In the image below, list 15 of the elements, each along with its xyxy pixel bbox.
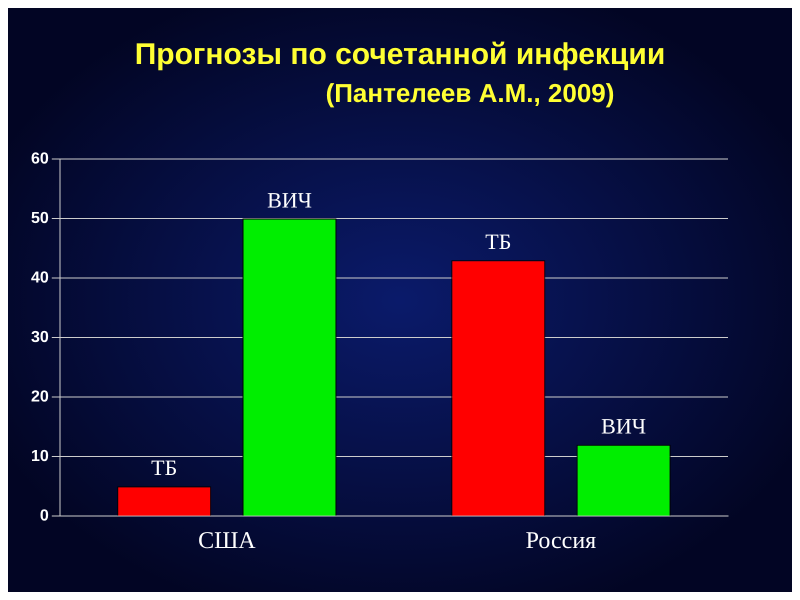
x-tick-label: США (198, 528, 256, 554)
text: ТБ (151, 455, 178, 480)
y-tick-label: 40 (31, 269, 49, 286)
y-tick-label: 0 (40, 508, 49, 525)
y-tick-label: 30 (31, 329, 49, 346)
text: ВИЧ (267, 187, 312, 212)
chart-subtitle: (Пантелеев А.М., 2009) (324, 78, 616, 109)
y-tick-label: 20 (31, 388, 49, 406)
chart-title: Прогнозы по сочетанной инфекции (134, 37, 666, 72)
y-tick-label: 10 (31, 448, 49, 466)
x-tick-label: Россия (526, 528, 596, 554)
y-tick-label: 50 (31, 210, 49, 227)
y-tick-label: 60 (31, 150, 49, 168)
series-label: ВИЧ (601, 414, 646, 439)
series-label: ТБ (485, 228, 512, 254)
